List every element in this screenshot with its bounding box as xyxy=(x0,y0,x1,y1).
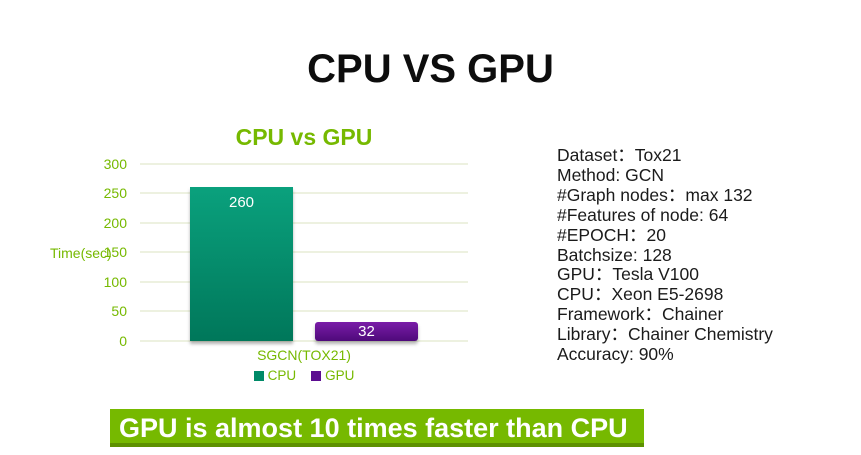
details-line: #EPOCH：20 xyxy=(557,224,666,245)
details-line: Library：Chainer Chemistry xyxy=(557,324,773,345)
y-tick-label: 250 xyxy=(103,185,127,202)
x-category-label: SGCN(TOX21) xyxy=(257,347,351,363)
gridline xyxy=(140,340,468,342)
y-tick-label: 100 xyxy=(103,273,127,290)
gridline xyxy=(140,280,468,283)
legend-item-gpu: GPU xyxy=(311,368,354,383)
gridline xyxy=(140,310,468,313)
gridline xyxy=(140,192,468,195)
details-line: Method: GCN xyxy=(557,164,664,185)
details-line: GPU：Tesla V100 xyxy=(557,264,700,285)
details-line: Batchsize: 128 xyxy=(557,244,672,265)
slide-title: CPU VS GPU xyxy=(307,47,554,91)
bar-value-label: 260 xyxy=(228,194,255,212)
y-tick-label: 50 xyxy=(111,303,127,320)
gridline xyxy=(140,251,468,254)
details-line: CPU：Xeon E5-2698 xyxy=(557,284,724,305)
conclusion-banner: GPU is almost 10 times faster than CPU xyxy=(110,409,644,447)
legend-label: GPU xyxy=(325,368,355,383)
gridline xyxy=(140,162,468,165)
bar-value-label: 32 xyxy=(358,322,375,340)
details-line: #Graph nodes：max 132 xyxy=(557,184,753,205)
y-tick-label: 0 xyxy=(119,333,127,349)
details-line: Framework：Chainer xyxy=(557,304,724,325)
legend-label: CPU xyxy=(267,368,297,383)
legend-item-cpu: CPU xyxy=(253,368,297,383)
bar-gpu: 32 xyxy=(315,322,418,341)
details-line: Dataset：Tox21 xyxy=(557,145,682,165)
y-tick-label: 300 xyxy=(103,155,127,172)
details-line: Accuracy: 90% xyxy=(557,344,674,365)
chart-legend: CPU GPU xyxy=(140,368,468,383)
y-tick-label: 200 xyxy=(103,214,127,231)
chart-title: CPU vs GPU xyxy=(235,124,373,150)
bar-cpu: 260 xyxy=(190,187,293,341)
y-tick-label: 150 xyxy=(103,244,127,261)
gridline xyxy=(140,221,468,224)
legend-swatch-icon xyxy=(253,370,264,381)
y-axis-label: Time(sec) xyxy=(50,245,112,261)
details-line: #Features of node: 64 xyxy=(557,204,729,225)
legend-swatch-icon xyxy=(311,370,322,381)
details-panel: Dataset：Tox21 Method: GCN #Graph nodes：max… xyxy=(557,145,857,365)
